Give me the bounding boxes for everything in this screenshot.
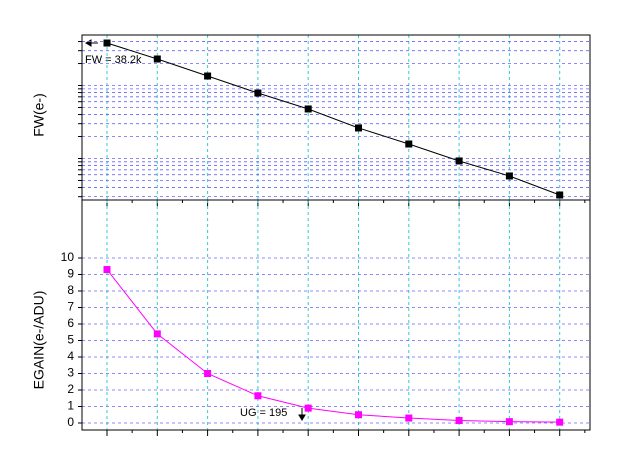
marker (505, 172, 513, 180)
marker (455, 157, 463, 165)
line (106, 42, 560, 196)
marker (455, 417, 463, 425)
marker (103, 39, 111, 47)
y-tick-label: 9 (67, 267, 74, 281)
marker (153, 55, 161, 63)
marker (505, 418, 513, 426)
marker (153, 330, 161, 338)
marker (355, 124, 362, 132)
y-tick-label: 1 (67, 399, 74, 413)
y-tick-label: 2 (67, 382, 74, 396)
y-tick-label: 0 (67, 415, 74, 429)
marker (405, 140, 413, 148)
marker (556, 191, 564, 199)
marker (304, 404, 312, 412)
y-tick-label: 6 (67, 316, 74, 330)
marker (254, 392, 262, 400)
marker (405, 414, 413, 422)
plot-frame (81, 199, 591, 431)
marker (103, 266, 111, 274)
marker (254, 89, 262, 97)
annotation: FW = 38.2k (85, 54, 142, 66)
y-tick-label: 4 (67, 349, 74, 363)
marker (204, 370, 212, 377)
marker (355, 411, 362, 419)
y-tick-label: 3 (67, 366, 74, 380)
y-tick-label: 8 (67, 283, 74, 297)
y-tick-label: 10 (61, 250, 75, 264)
y-axis-label: EGAIN(e-/ADU) (31, 291, 47, 390)
y-tick-label: 5 (67, 333, 74, 347)
marker (304, 105, 312, 113)
arrow (298, 408, 306, 421)
y-tick-label: 7 (67, 300, 74, 314)
annotation: UG = 195 (240, 407, 287, 419)
marker (204, 72, 212, 80)
line (106, 269, 560, 423)
y-axis-label: FW(e-) (31, 93, 47, 137)
marker (556, 418, 564, 426)
